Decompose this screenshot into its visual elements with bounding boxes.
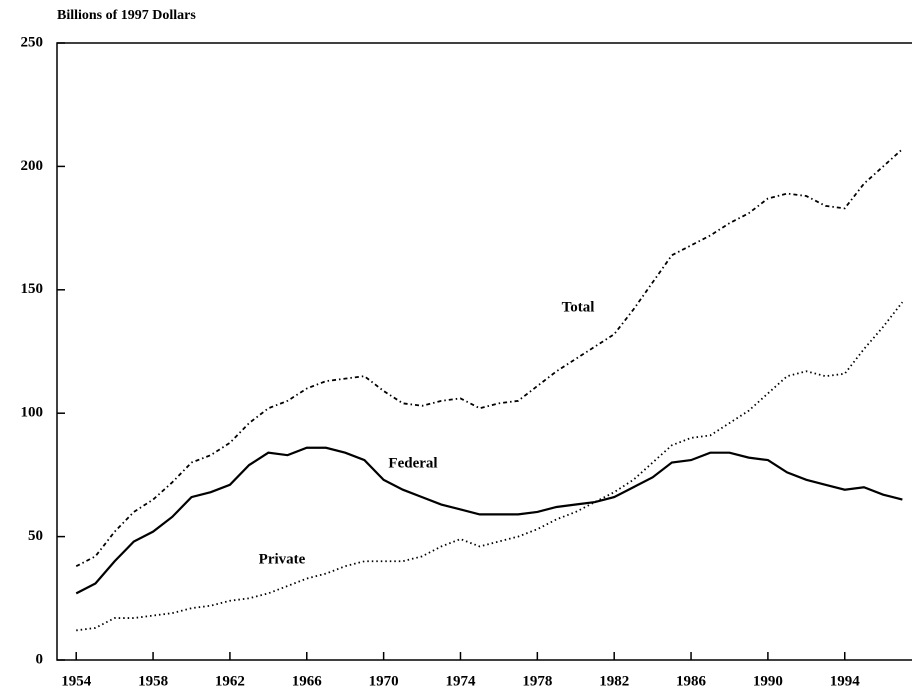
x-tick-label: 1954 [61,673,92,689]
y-tick-label: 0 [36,651,44,667]
x-tick-label: 1986 [676,673,707,689]
x-tick-label: 1982 [599,673,629,689]
x-tick-label: 1970 [369,673,399,689]
y-tick-label: 100 [21,405,44,421]
y-tick-label: 200 [21,158,44,174]
x-tick-label: 1990 [753,673,783,689]
y-tick-label: 250 [21,34,44,50]
series-label: Federal [388,455,437,471]
x-tick-label: 1978 [522,673,552,689]
series-label: Total [562,299,595,315]
x-tick-label: 1974 [445,673,476,689]
y-tick-label: 50 [28,528,43,544]
series-line [75,148,903,568]
x-tick-label: 1958 [138,673,168,689]
series-line [75,446,903,595]
series-line [76,301,904,632]
x-tick-label: 1962 [215,673,245,689]
axis-frame [56,42,912,661]
y-axis-label: Billions of 1997 Dollars [57,8,196,23]
x-tick-label: 1994 [830,673,861,689]
y-tick-label: 150 [21,281,44,297]
x-tick-label: 1966 [292,673,323,689]
series-label: Private [259,551,306,567]
